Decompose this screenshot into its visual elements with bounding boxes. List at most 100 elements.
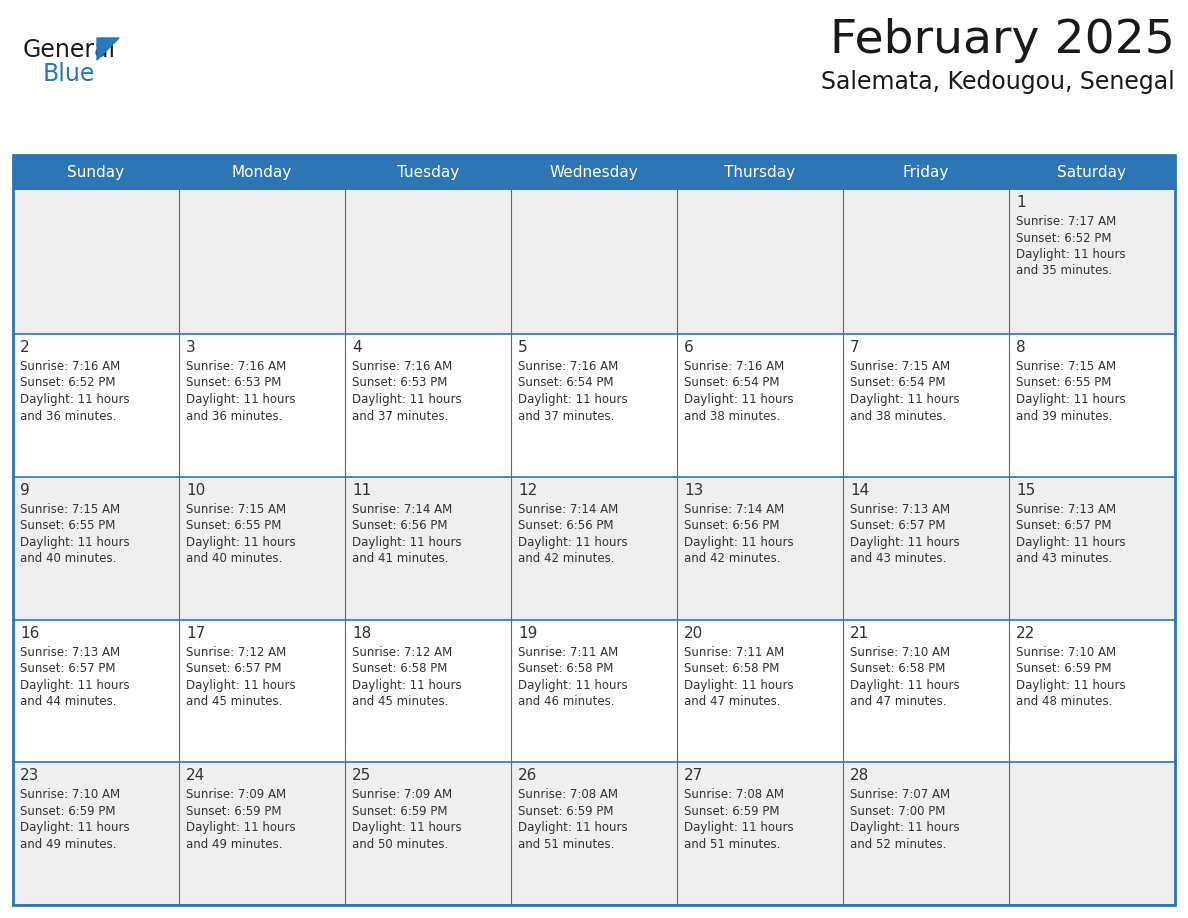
Text: Sunset: 6:52 PM: Sunset: 6:52 PM bbox=[1016, 231, 1112, 244]
Text: 3: 3 bbox=[187, 340, 196, 355]
Text: and 40 minutes.: and 40 minutes. bbox=[187, 553, 283, 565]
Text: 23: 23 bbox=[20, 768, 39, 783]
Text: Daylight: 11 hours: Daylight: 11 hours bbox=[187, 678, 296, 691]
Text: Sunday: Sunday bbox=[68, 164, 125, 180]
Text: Daylight: 11 hours: Daylight: 11 hours bbox=[684, 822, 794, 834]
Text: Sunrise: 7:16 AM: Sunrise: 7:16 AM bbox=[684, 360, 784, 373]
Text: and 36 minutes.: and 36 minutes. bbox=[20, 409, 116, 422]
Text: Wednesday: Wednesday bbox=[550, 164, 638, 180]
Text: 14: 14 bbox=[849, 483, 870, 498]
Text: Sunset: 6:59 PM: Sunset: 6:59 PM bbox=[20, 805, 115, 818]
Text: Sunset: 6:54 PM: Sunset: 6:54 PM bbox=[684, 376, 779, 389]
Bar bbox=[13, 155, 1175, 189]
Text: 22: 22 bbox=[1016, 625, 1035, 641]
Text: Sunrise: 7:08 AM: Sunrise: 7:08 AM bbox=[518, 789, 618, 801]
Text: 2: 2 bbox=[20, 340, 30, 355]
Text: Sunset: 6:59 PM: Sunset: 6:59 PM bbox=[352, 805, 448, 818]
Text: and 45 minutes.: and 45 minutes. bbox=[352, 695, 448, 708]
Text: Daylight: 11 hours: Daylight: 11 hours bbox=[684, 536, 794, 549]
Text: and 38 minutes.: and 38 minutes. bbox=[849, 409, 947, 422]
Bar bbox=[13, 762, 1175, 905]
Text: Sunset: 6:55 PM: Sunset: 6:55 PM bbox=[20, 520, 115, 532]
Text: and 42 minutes.: and 42 minutes. bbox=[684, 553, 781, 565]
Text: and 48 minutes.: and 48 minutes. bbox=[1016, 695, 1112, 708]
Text: Sunrise: 7:15 AM: Sunrise: 7:15 AM bbox=[1016, 360, 1116, 373]
Text: 26: 26 bbox=[518, 768, 537, 783]
Text: 19: 19 bbox=[518, 625, 537, 641]
Text: and 37 minutes.: and 37 minutes. bbox=[518, 409, 614, 422]
Text: Daylight: 11 hours: Daylight: 11 hours bbox=[684, 678, 794, 691]
Text: Sunset: 6:57 PM: Sunset: 6:57 PM bbox=[1016, 520, 1112, 532]
Text: Sunrise: 7:16 AM: Sunrise: 7:16 AM bbox=[187, 360, 286, 373]
Bar bbox=[13, 155, 1175, 905]
Text: 11: 11 bbox=[352, 483, 371, 498]
Text: and 52 minutes.: and 52 minutes. bbox=[849, 838, 947, 851]
Text: Sunrise: 7:07 AM: Sunrise: 7:07 AM bbox=[849, 789, 950, 801]
Text: Sunset: 6:54 PM: Sunset: 6:54 PM bbox=[518, 376, 613, 389]
Text: Sunrise: 7:13 AM: Sunrise: 7:13 AM bbox=[20, 645, 120, 658]
Text: Sunrise: 7:17 AM: Sunrise: 7:17 AM bbox=[1016, 215, 1117, 228]
Text: Thursday: Thursday bbox=[725, 164, 796, 180]
Text: Daylight: 11 hours: Daylight: 11 hours bbox=[1016, 678, 1125, 691]
Text: and 44 minutes.: and 44 minutes. bbox=[20, 695, 116, 708]
Text: Daylight: 11 hours: Daylight: 11 hours bbox=[849, 822, 960, 834]
Text: Sunset: 6:58 PM: Sunset: 6:58 PM bbox=[352, 662, 448, 675]
Text: and 51 minutes.: and 51 minutes. bbox=[684, 838, 781, 851]
Text: 18: 18 bbox=[352, 625, 371, 641]
Text: Sunset: 6:57 PM: Sunset: 6:57 PM bbox=[187, 662, 282, 675]
Text: Monday: Monday bbox=[232, 164, 292, 180]
Text: and 43 minutes.: and 43 minutes. bbox=[849, 553, 947, 565]
Text: Sunset: 6:53 PM: Sunset: 6:53 PM bbox=[187, 376, 282, 389]
Text: Daylight: 11 hours: Daylight: 11 hours bbox=[1016, 248, 1125, 261]
Text: Sunset: 6:56 PM: Sunset: 6:56 PM bbox=[352, 520, 448, 532]
Text: Daylight: 11 hours: Daylight: 11 hours bbox=[352, 678, 462, 691]
Text: Sunrise: 7:16 AM: Sunrise: 7:16 AM bbox=[518, 360, 618, 373]
Text: Daylight: 11 hours: Daylight: 11 hours bbox=[1016, 393, 1125, 406]
Text: Sunset: 6:56 PM: Sunset: 6:56 PM bbox=[684, 520, 779, 532]
Text: Sunset: 6:55 PM: Sunset: 6:55 PM bbox=[1016, 376, 1112, 389]
Text: Sunrise: 7:09 AM: Sunrise: 7:09 AM bbox=[187, 789, 286, 801]
Text: Sunset: 6:58 PM: Sunset: 6:58 PM bbox=[518, 662, 613, 675]
Text: and 43 minutes.: and 43 minutes. bbox=[1016, 553, 1112, 565]
Text: Sunrise: 7:14 AM: Sunrise: 7:14 AM bbox=[352, 503, 453, 516]
Text: Daylight: 11 hours: Daylight: 11 hours bbox=[1016, 536, 1125, 549]
Text: Sunrise: 7:11 AM: Sunrise: 7:11 AM bbox=[684, 645, 784, 658]
Text: Sunrise: 7:15 AM: Sunrise: 7:15 AM bbox=[20, 503, 120, 516]
Text: 16: 16 bbox=[20, 625, 39, 641]
Text: 10: 10 bbox=[187, 483, 206, 498]
Text: Sunset: 6:59 PM: Sunset: 6:59 PM bbox=[187, 805, 282, 818]
Text: Sunrise: 7:08 AM: Sunrise: 7:08 AM bbox=[684, 789, 784, 801]
Text: Daylight: 11 hours: Daylight: 11 hours bbox=[20, 536, 129, 549]
Bar bbox=[13, 189, 1175, 334]
Text: Sunrise: 7:15 AM: Sunrise: 7:15 AM bbox=[849, 360, 950, 373]
Text: Sunrise: 7:16 AM: Sunrise: 7:16 AM bbox=[20, 360, 120, 373]
Text: and 45 minutes.: and 45 minutes. bbox=[187, 695, 283, 708]
Text: and 37 minutes.: and 37 minutes. bbox=[352, 409, 448, 422]
Text: 17: 17 bbox=[187, 625, 206, 641]
Text: Sunrise: 7:16 AM: Sunrise: 7:16 AM bbox=[352, 360, 453, 373]
Text: 1: 1 bbox=[1016, 195, 1025, 210]
Text: 13: 13 bbox=[684, 483, 703, 498]
Text: 28: 28 bbox=[849, 768, 870, 783]
Text: Sunrise: 7:14 AM: Sunrise: 7:14 AM bbox=[518, 503, 618, 516]
Text: and 49 minutes.: and 49 minutes. bbox=[187, 838, 283, 851]
Text: Daylight: 11 hours: Daylight: 11 hours bbox=[518, 822, 627, 834]
Text: and 51 minutes.: and 51 minutes. bbox=[518, 838, 614, 851]
Text: Saturday: Saturday bbox=[1057, 164, 1126, 180]
Text: Sunset: 6:57 PM: Sunset: 6:57 PM bbox=[20, 662, 115, 675]
Text: Daylight: 11 hours: Daylight: 11 hours bbox=[849, 393, 960, 406]
Text: Sunset: 6:59 PM: Sunset: 6:59 PM bbox=[518, 805, 613, 818]
Text: Sunset: 6:58 PM: Sunset: 6:58 PM bbox=[849, 662, 946, 675]
Text: Tuesday: Tuesday bbox=[397, 164, 459, 180]
Text: Daylight: 11 hours: Daylight: 11 hours bbox=[849, 678, 960, 691]
Text: Sunrise: 7:13 AM: Sunrise: 7:13 AM bbox=[849, 503, 950, 516]
Text: 25: 25 bbox=[352, 768, 371, 783]
Text: 21: 21 bbox=[849, 625, 870, 641]
Text: Daylight: 11 hours: Daylight: 11 hours bbox=[187, 536, 296, 549]
Text: Sunset: 6:52 PM: Sunset: 6:52 PM bbox=[20, 376, 115, 389]
Text: Sunset: 6:53 PM: Sunset: 6:53 PM bbox=[352, 376, 448, 389]
Text: 15: 15 bbox=[1016, 483, 1035, 498]
Text: Sunrise: 7:12 AM: Sunrise: 7:12 AM bbox=[187, 645, 286, 658]
Polygon shape bbox=[97, 38, 119, 60]
Text: Sunrise: 7:13 AM: Sunrise: 7:13 AM bbox=[1016, 503, 1116, 516]
